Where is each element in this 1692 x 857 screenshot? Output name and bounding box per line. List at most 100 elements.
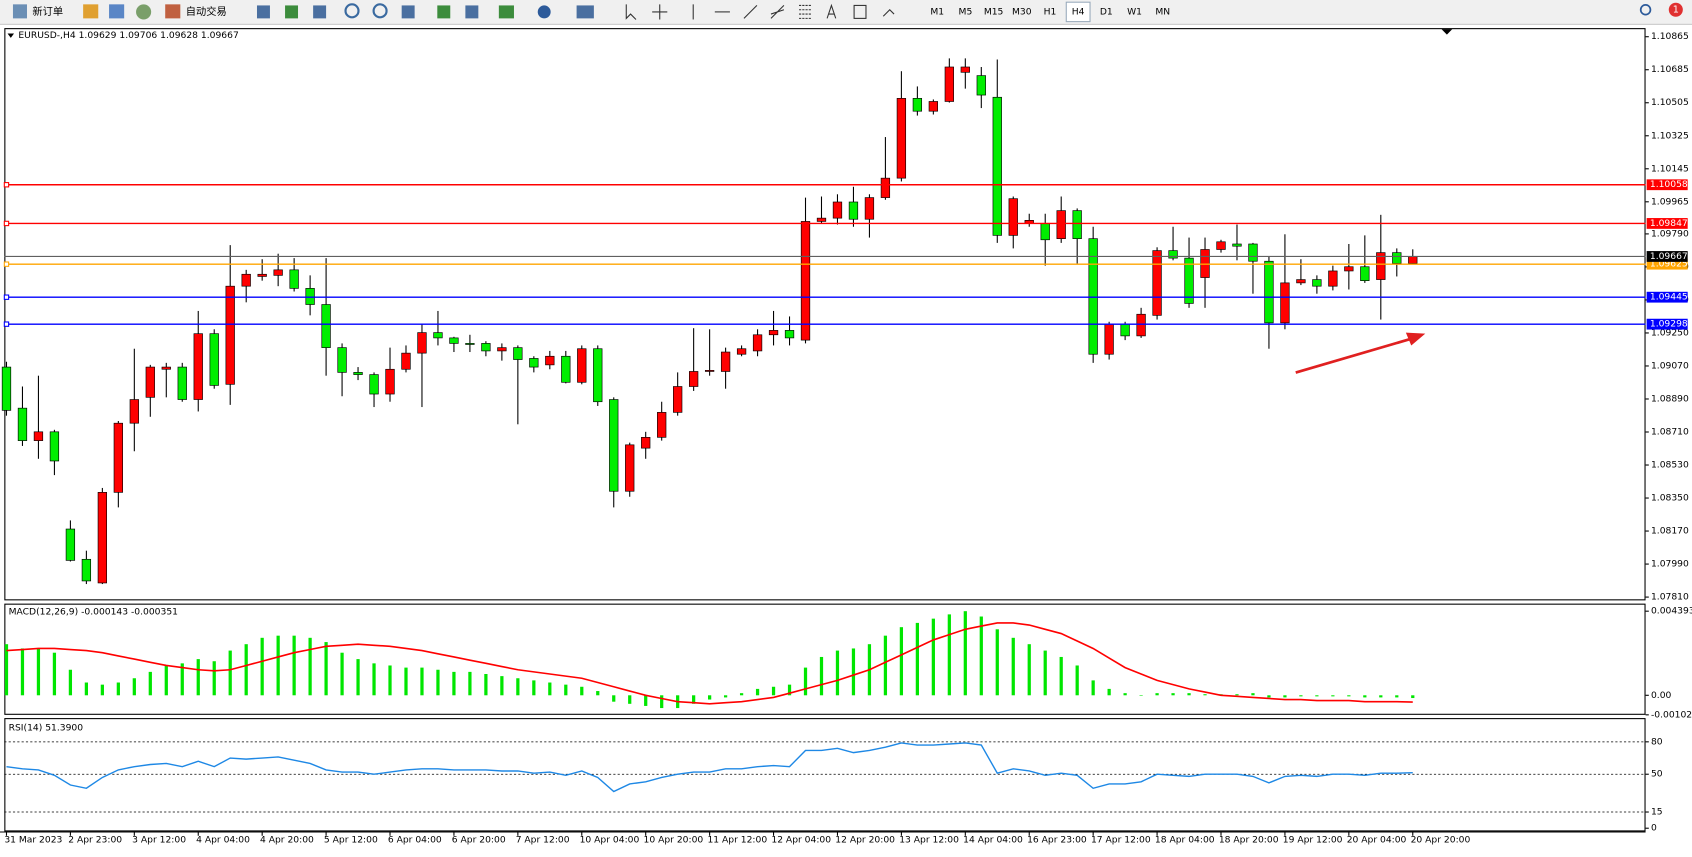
- cursor-tool[interactable]: [625, 4, 637, 20]
- candle-body: [529, 358, 539, 368]
- new-order-button[interactable]: 新订单: [32, 5, 63, 18]
- x-tick-label: 6 Apr 04:00: [388, 835, 442, 846]
- tool-icon[interactable]: [109, 4, 125, 19]
- macd-bar: [500, 676, 504, 696]
- search-icon[interactable]: [1639, 4, 1652, 16]
- macd-bar: [1379, 695, 1383, 698]
- candle-body: [353, 372, 363, 375]
- macd-bar: [835, 650, 840, 696]
- tool-icon[interactable]: [313, 5, 327, 19]
- timeframe-button[interactable]: D1: [1100, 6, 1113, 17]
- candle-body: [912, 98, 923, 112]
- timeframe-button[interactable]: H1: [1044, 6, 1057, 17]
- macd-bar: [564, 684, 568, 696]
- tool-icon[interactable]: [401, 5, 415, 19]
- timeframe-button[interactable]: M5: [959, 6, 973, 17]
- candle-body: [401, 352, 411, 370]
- x-tick-label: 13 Apr 12:00: [899, 835, 959, 846]
- tool-icon[interactable]: [537, 5, 551, 19]
- candle-body: [385, 368, 395, 395]
- macd-bar: [20, 648, 25, 696]
- macd-bar: [883, 635, 888, 696]
- tool-icon[interactable]: [437, 5, 451, 19]
- candle-body: [625, 444, 635, 492]
- macd-bar: [755, 688, 760, 696]
- macd-bar: [1075, 665, 1079, 696]
- notification-badge[interactable]: [1668, 2, 1683, 17]
- tool-icon[interactable]: [498, 5, 514, 19]
- macd-bar: [116, 682, 120, 696]
- macd-bar: [1107, 688, 1111, 696]
- candle-body: [209, 333, 219, 386]
- new-order-icon[interactable]: [12, 4, 27, 19]
- macd-signal: [6, 622, 1413, 705]
- candle-body: [561, 355, 571, 383]
- price-level-label: 1.10058: [1650, 179, 1688, 190]
- tool-icon[interactable]: [465, 5, 479, 19]
- tool-icon[interactable]: [136, 4, 152, 20]
- candle-body: [848, 201, 859, 220]
- x-tick-label: 19 Apr 12:00: [1283, 835, 1343, 846]
- x-tick-label: 4 Apr 04:00: [196, 835, 250, 846]
- label-tool[interactable]: [853, 4, 867, 19]
- timeframe-button[interactable]: M30: [1012, 6, 1032, 17]
- candle-body: [673, 386, 683, 413]
- tool-icon[interactable]: [83, 4, 99, 19]
- y-tick-label: 1.07810: [1651, 592, 1689, 603]
- candle-body: [752, 334, 763, 352]
- y-tick-label: 0: [1651, 823, 1657, 834]
- timeframe-button[interactable]: M1: [930, 6, 944, 17]
- macd-bar: [1171, 693, 1175, 696]
- main-title: EURUSD-,H4 1.09629 1.09706 1.09628 1.096…: [18, 30, 239, 41]
- zoom-in[interactable]: [344, 3, 360, 19]
- macd-bar: [276, 635, 280, 696]
- macd-bar: [1267, 695, 1271, 698]
- candle-body: [545, 355, 555, 366]
- x-tick-label: 4 Apr 20:00: [260, 835, 314, 846]
- timeframe-button[interactable]: H4: [1072, 6, 1085, 17]
- timeframe-button[interactable]: W1: [1127, 6, 1142, 17]
- macd-bar: [372, 663, 376, 696]
- text-tool[interactable]: [826, 3, 837, 19]
- auto-trade-icon[interactable]: [165, 4, 181, 19]
- y-tick-label: 50: [1651, 769, 1663, 780]
- price-level-tag: [1646, 218, 1688, 229]
- fibo-tool[interactable]: [799, 4, 812, 19]
- y-tick-label: 1.10145: [1651, 163, 1689, 174]
- auto-trade-button[interactable]: 自动交易: [186, 5, 227, 18]
- x-tick-label: 11 Apr 12:00: [707, 835, 767, 846]
- y-tick-label: 1.08170: [1651, 526, 1689, 537]
- macd-bar: [468, 671, 472, 696]
- arrow-tool[interactable]: [882, 8, 895, 17]
- macd-bar: [36, 648, 41, 696]
- symbol-menu[interactable]: [7, 33, 15, 38]
- timeframe-button[interactable]: MN: [1155, 6, 1170, 17]
- zoom-out[interactable]: [372, 3, 388, 19]
- channel-tool[interactable]: [770, 5, 785, 19]
- tool-icon[interactable]: [256, 5, 270, 19]
- candle-body: [896, 98, 907, 179]
- tool-icon[interactable]: [576, 5, 594, 19]
- candle-body: [1296, 279, 1306, 284]
- candle-body: [257, 273, 267, 277]
- candle-body: [1, 366, 12, 411]
- arrow-shaft: [1295, 337, 1411, 374]
- x-tick-label: 18 Apr 04:00: [1155, 835, 1215, 846]
- trendline-tool[interactable]: [743, 5, 758, 19]
- price-level-marker: [3, 294, 10, 300]
- y-tick-label: 1.10685: [1651, 64, 1689, 75]
- candle-body: [704, 370, 715, 372]
- macd-bar: [340, 652, 344, 696]
- macd-bar: [1235, 694, 1239, 696]
- macd-bar: [899, 627, 904, 696]
- macd-bar: [292, 635, 296, 696]
- tool-icon[interactable]: [285, 5, 299, 19]
- macd-bar: [1011, 637, 1015, 696]
- price-level-label: 1.09298: [1650, 319, 1688, 330]
- macd-bar: [1315, 695, 1319, 697]
- timeframe-button[interactable]: M15: [984, 6, 1004, 17]
- candle-body: [433, 332, 443, 339]
- crosshair-tool[interactable]: [652, 4, 668, 20]
- y-tick-label: 1.08350: [1651, 493, 1689, 504]
- macd-bar: [819, 656, 824, 696]
